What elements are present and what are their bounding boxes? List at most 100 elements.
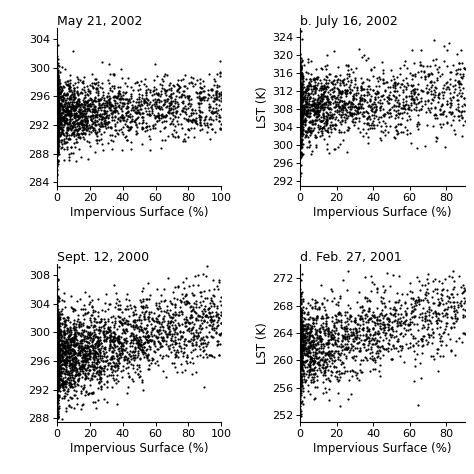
Point bbox=[170, 310, 177, 318]
Point bbox=[64, 325, 72, 333]
Point bbox=[164, 333, 171, 340]
Point bbox=[78, 113, 85, 120]
Point bbox=[210, 300, 217, 307]
Point bbox=[358, 308, 365, 316]
Point bbox=[189, 74, 197, 82]
Point bbox=[343, 333, 351, 341]
Point bbox=[323, 126, 331, 134]
Point bbox=[54, 383, 61, 391]
Point bbox=[114, 89, 122, 97]
Point bbox=[95, 379, 102, 386]
Point bbox=[53, 127, 61, 134]
Point bbox=[55, 382, 63, 390]
Point bbox=[343, 286, 350, 293]
Point bbox=[388, 331, 395, 339]
Point bbox=[111, 330, 119, 338]
Point bbox=[298, 359, 306, 366]
Point bbox=[73, 355, 80, 362]
Point bbox=[151, 338, 158, 346]
Point bbox=[82, 123, 90, 131]
Point bbox=[54, 355, 61, 362]
Point bbox=[146, 87, 154, 94]
Point bbox=[410, 86, 418, 93]
Point bbox=[54, 373, 62, 381]
Point bbox=[297, 96, 304, 104]
Point bbox=[60, 360, 68, 368]
Point bbox=[343, 80, 350, 88]
Point bbox=[417, 336, 425, 343]
Point bbox=[360, 108, 367, 116]
Point bbox=[357, 368, 365, 376]
Point bbox=[322, 79, 330, 87]
Point bbox=[167, 105, 174, 112]
Point bbox=[389, 73, 397, 80]
Point bbox=[75, 344, 83, 352]
Point bbox=[328, 326, 336, 334]
Point bbox=[78, 373, 86, 381]
Point bbox=[53, 337, 61, 344]
Point bbox=[71, 386, 78, 393]
Point bbox=[360, 125, 367, 133]
Point bbox=[91, 103, 99, 110]
Point bbox=[136, 119, 143, 127]
Point bbox=[138, 287, 146, 294]
Point bbox=[54, 122, 61, 130]
Point bbox=[71, 391, 79, 399]
Point bbox=[313, 101, 321, 109]
Point bbox=[146, 98, 154, 106]
Point bbox=[392, 108, 400, 115]
Point bbox=[212, 308, 219, 315]
Point bbox=[104, 361, 112, 369]
Point bbox=[60, 394, 67, 402]
Point bbox=[343, 352, 350, 360]
Point bbox=[54, 303, 61, 310]
Point bbox=[345, 334, 353, 342]
Point bbox=[404, 106, 412, 113]
Point bbox=[97, 382, 104, 390]
Point bbox=[85, 103, 93, 110]
Point bbox=[109, 117, 116, 124]
Point bbox=[91, 358, 98, 365]
Point bbox=[298, 344, 305, 351]
Point bbox=[70, 341, 77, 349]
Point bbox=[137, 326, 145, 334]
Point bbox=[63, 134, 70, 142]
Point bbox=[73, 328, 81, 336]
Point bbox=[56, 119, 64, 127]
Point bbox=[376, 310, 383, 318]
Point bbox=[306, 365, 313, 373]
Point bbox=[72, 359, 80, 367]
Point bbox=[340, 103, 348, 111]
Point bbox=[306, 336, 313, 343]
Point bbox=[142, 346, 150, 354]
Point bbox=[297, 377, 305, 384]
Point bbox=[71, 362, 78, 370]
Point bbox=[303, 107, 311, 114]
Point bbox=[305, 331, 313, 338]
Point bbox=[63, 366, 70, 374]
Point bbox=[438, 291, 446, 299]
Point bbox=[65, 84, 73, 92]
Point bbox=[309, 88, 316, 95]
Point bbox=[337, 105, 345, 113]
Point bbox=[157, 97, 165, 104]
Point bbox=[319, 340, 327, 348]
Point bbox=[79, 358, 87, 365]
Point bbox=[375, 82, 383, 90]
Point bbox=[106, 86, 114, 94]
Point bbox=[298, 334, 306, 341]
Point bbox=[94, 336, 102, 344]
Point bbox=[311, 299, 319, 307]
Point bbox=[363, 120, 371, 128]
Point bbox=[81, 352, 89, 360]
Point bbox=[125, 372, 133, 380]
Point bbox=[65, 100, 73, 108]
Point bbox=[156, 304, 164, 311]
Point bbox=[182, 106, 190, 113]
Point bbox=[319, 104, 327, 111]
Point bbox=[297, 348, 304, 356]
Point bbox=[97, 120, 105, 128]
Point bbox=[327, 355, 335, 362]
Point bbox=[301, 357, 309, 365]
Point bbox=[71, 94, 79, 102]
